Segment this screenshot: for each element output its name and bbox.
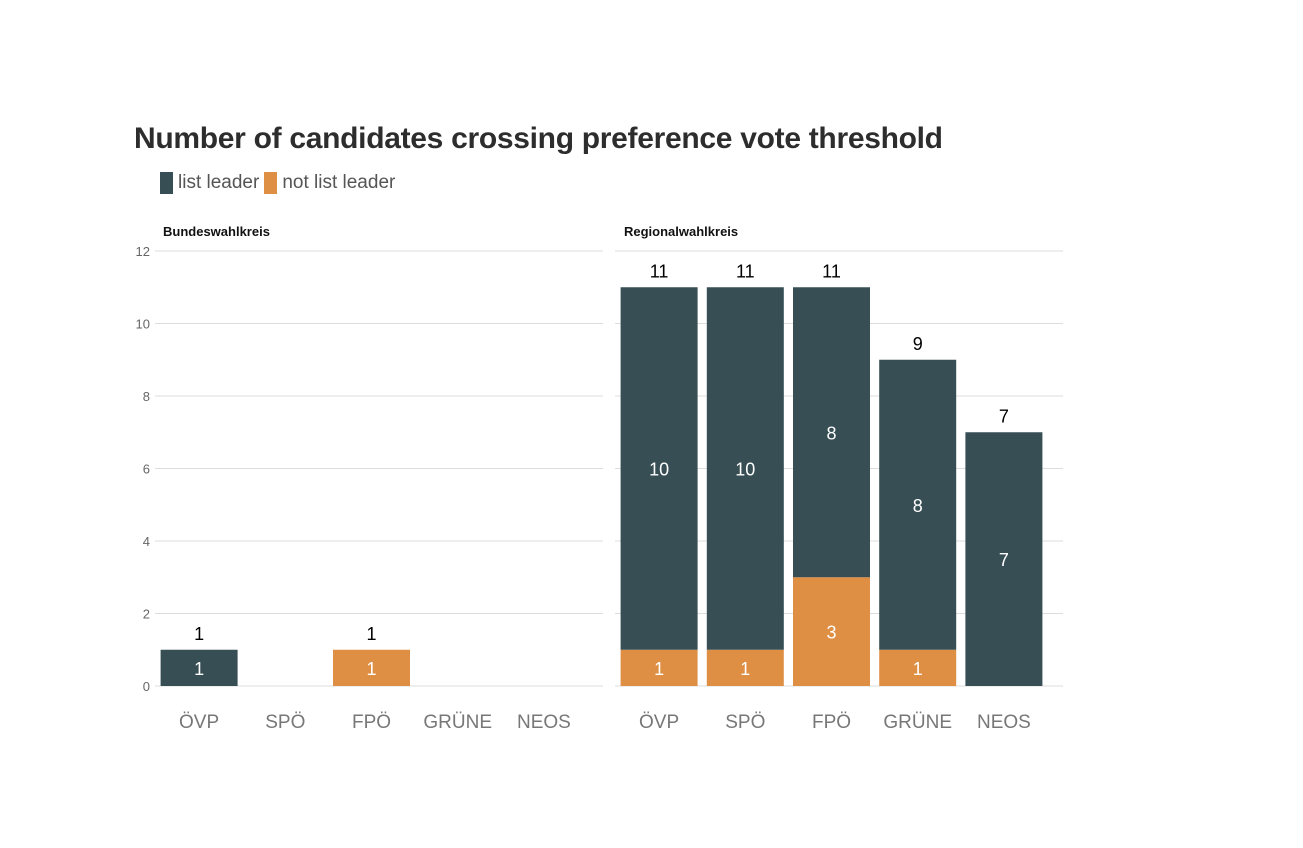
bar-regionalwahlkreis-grune-not-list-leader	[879, 649, 957, 686]
x-tick-label-regionalwahlkreis-grune: GRÜNE	[883, 712, 952, 733]
x-tick-label-bundeswahlkreis-ovp: ÖVP	[179, 712, 219, 733]
legend-swatch-list-leader	[160, 172, 173, 194]
bar-label-bundeswahlkreis-ovp-list-leader: 1	[194, 659, 204, 679]
legend-label-not-list-leader: not list leader	[282, 172, 396, 193]
y-tick-label-10: 10	[136, 317, 150, 332]
bar-label-regionalwahlkreis-neos-list-leader: 7	[999, 550, 1009, 570]
x-tick-label-regionalwahlkreis-neos: NEOS	[977, 712, 1031, 733]
bar-label-regionalwahlkreis-fpo-not-list-leader: 3	[826, 623, 836, 643]
bar-bundeswahlkreis-fpo-not-list-leader	[333, 649, 410, 686]
bar-regionalwahlkreis-fpo-list-leader	[793, 287, 870, 578]
legend-label-list-leader: list leader	[178, 172, 260, 193]
x-tick-label-regionalwahlkreis-fpo: FPÖ	[812, 712, 851, 733]
legend: list leader not list leader	[160, 172, 400, 194]
chart-title: Number of candidates crossing preference…	[134, 122, 943, 155]
bar-regionalwahlkreis-ovp-not-list-leader	[620, 649, 698, 686]
legend-item-list-leader: list leader	[160, 172, 259, 194]
y-tick-label-6: 6	[143, 462, 150, 477]
legend-item-not-list-leader: not list leader	[264, 172, 395, 194]
bar-label-regionalwahlkreis-ovp-not-list-leader: 1	[654, 659, 664, 679]
bar-regionalwahlkreis-neos-list-leader	[965, 432, 1043, 686]
legend-swatch-not-list-leader	[264, 172, 278, 194]
bar-label-regionalwahlkreis-ovp-list-leader: 10	[649, 460, 669, 480]
x-tick-label-bundeswahlkreis-neos: NEOS	[517, 712, 571, 733]
bar-bundeswahlkreis-ovp-list-leader	[160, 649, 238, 686]
total-label-regionalwahlkreis-ovp: 11	[650, 261, 669, 281]
bar-label-regionalwahlkreis-spo-not-list-leader: 1	[740, 659, 750, 679]
y-tick-label-2: 2	[143, 607, 150, 622]
bar-regionalwahlkreis-ovp-list-leader	[620, 287, 698, 650]
bar-regionalwahlkreis-spo-list-leader	[706, 287, 784, 650]
y-tick-label-8: 8	[143, 389, 150, 404]
x-tick-label-bundeswahlkreis-fpo: FPÖ	[352, 712, 391, 733]
bar-label-regionalwahlkreis-grune-not-list-leader: 1	[913, 659, 923, 679]
total-label-bundeswahlkreis-fpo: 1	[366, 624, 376, 644]
bar-regionalwahlkreis-grune-list-leader	[879, 359, 957, 650]
bar-label-bundeswahlkreis-fpo-not-list-leader: 1	[366, 659, 376, 679]
x-tick-label-bundeswahlkreis-spo: SPÖ	[265, 712, 305, 733]
bar-regionalwahlkreis-spo-not-list-leader	[706, 649, 784, 686]
bar-label-regionalwahlkreis-fpo-list-leader: 8	[826, 423, 836, 443]
total-label-regionalwahlkreis-spo: 11	[736, 261, 755, 281]
facet-label-regionalwahlkreis: Regionalwahlkreis	[624, 224, 738, 239]
total-label-regionalwahlkreis-fpo: 11	[822, 261, 841, 281]
x-tick-label-regionalwahlkreis-spo: SPÖ	[725, 712, 765, 733]
x-tick-label-bundeswahlkreis-grune: GRÜNE	[423, 712, 492, 733]
total-label-regionalwahlkreis-neos: 7	[999, 406, 1009, 426]
total-label-regionalwahlkreis-grune: 9	[913, 334, 923, 354]
y-tick-label-12: 12	[136, 244, 150, 259]
y-tick-label-4: 4	[143, 534, 150, 549]
total-label-bundeswahlkreis-ovp: 1	[194, 624, 204, 644]
y-tick-label-0: 0	[143, 679, 150, 694]
bar-regionalwahlkreis-fpo-not-list-leader	[793, 577, 870, 686]
bar-label-regionalwahlkreis-grune-list-leader: 8	[913, 496, 923, 516]
facet-label-bundeswahlkreis: Bundeswahlkreis	[163, 224, 270, 239]
bar-label-regionalwahlkreis-spo-list-leader: 10	[735, 460, 755, 480]
x-tick-label-regionalwahlkreis-ovp: ÖVP	[639, 712, 679, 733]
